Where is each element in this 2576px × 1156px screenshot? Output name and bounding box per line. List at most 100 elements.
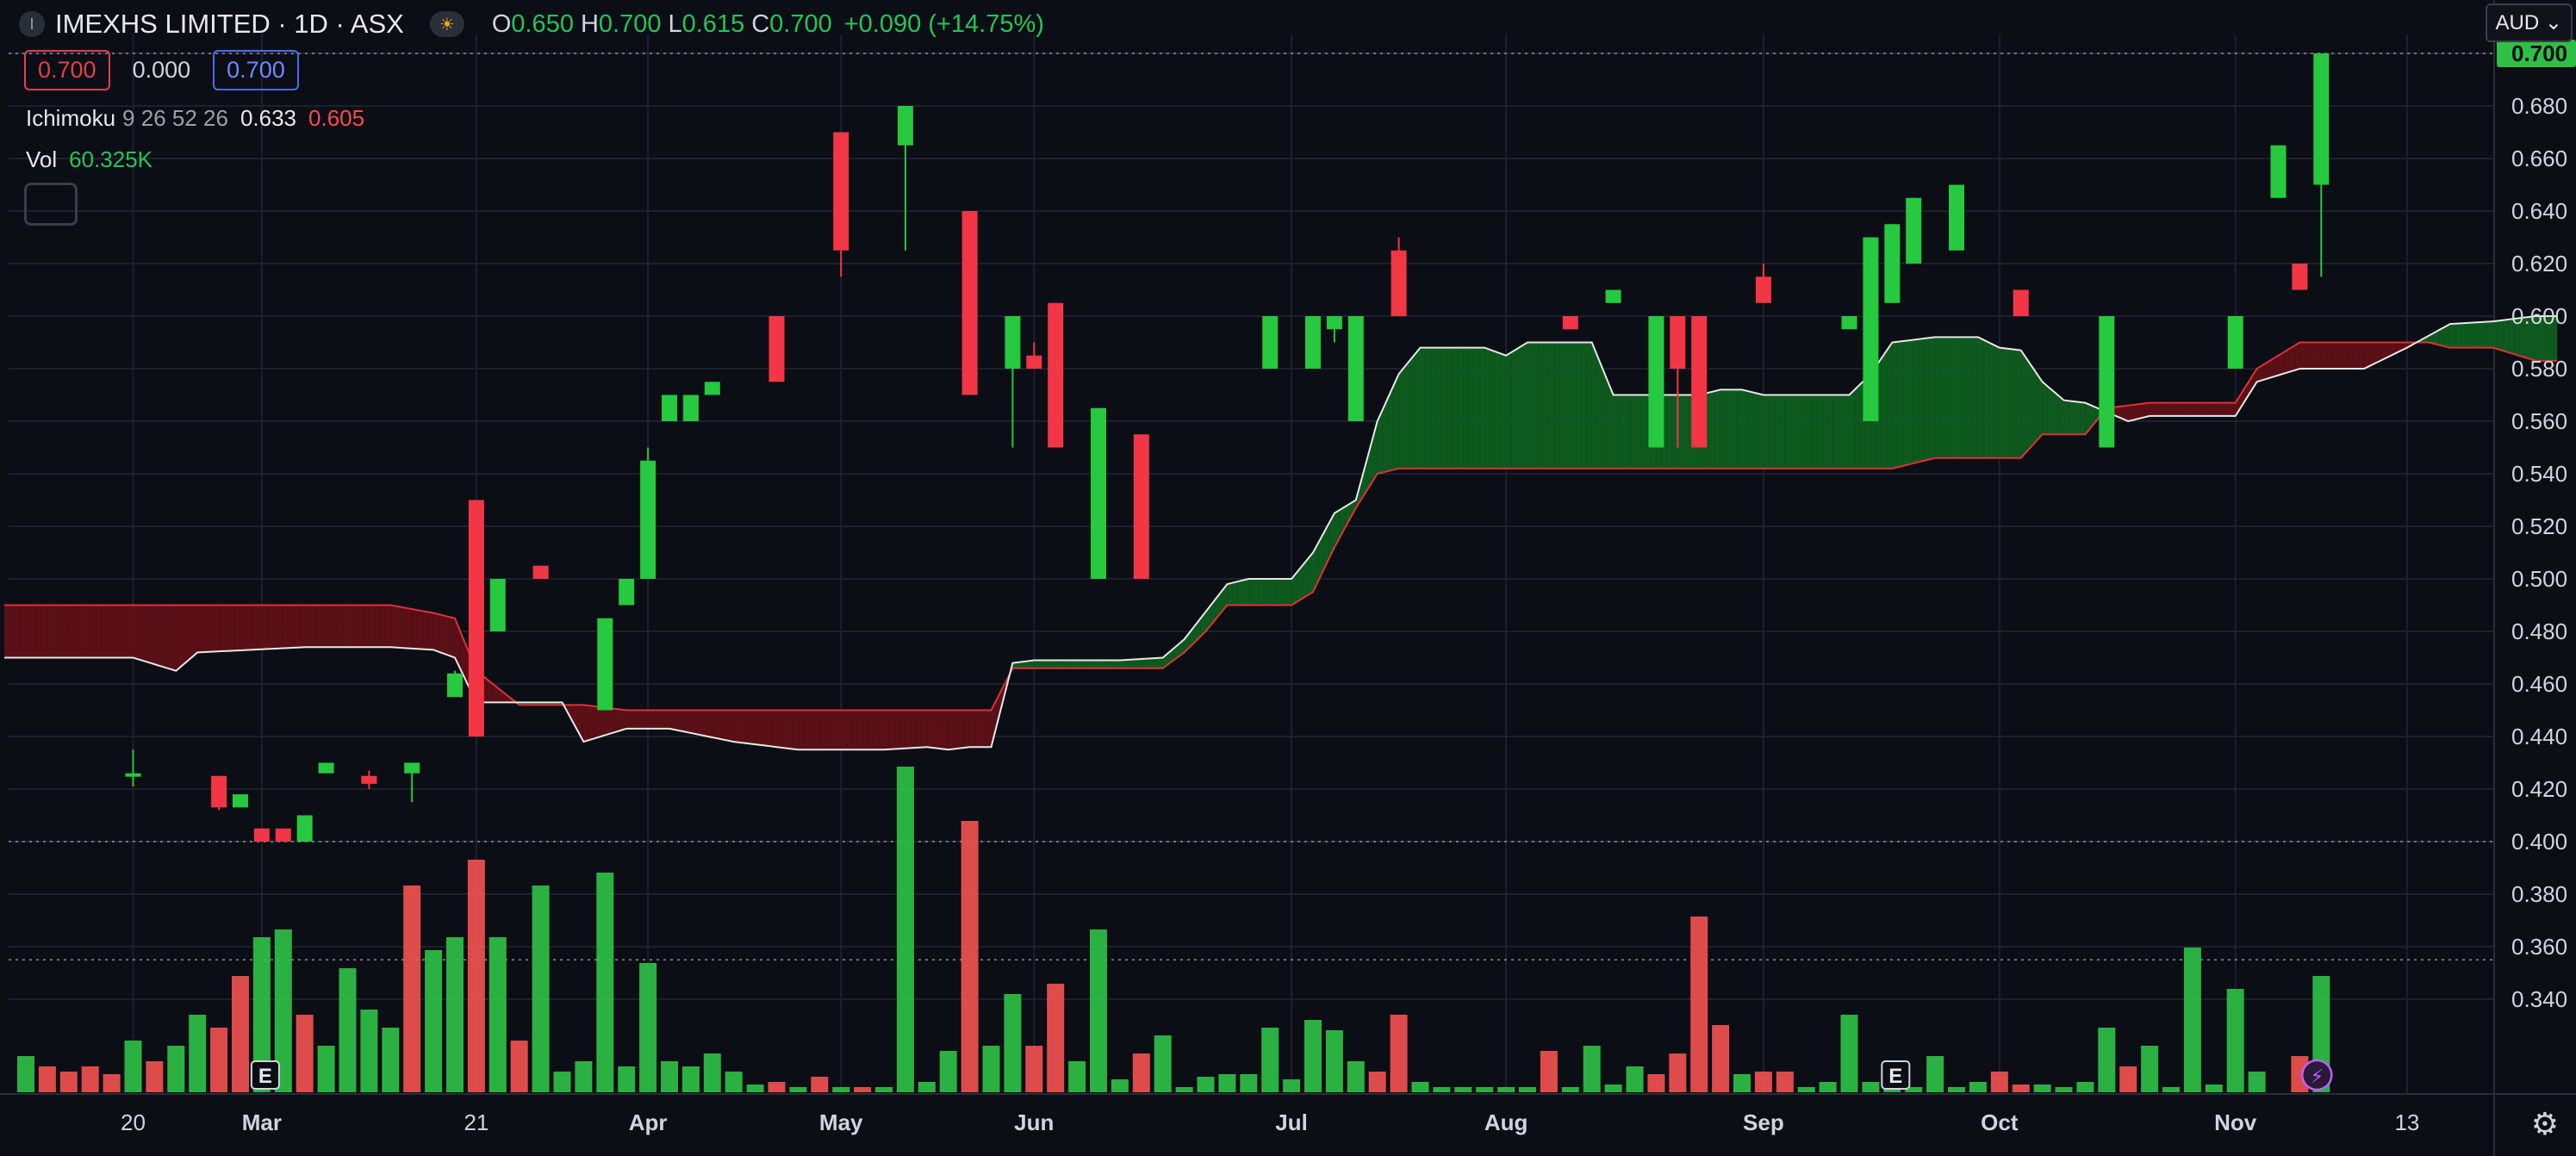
- candle-body: [275, 828, 291, 842]
- volume-bar: [1175, 1087, 1193, 1092]
- cloud-fill-segment: [492, 683, 498, 703]
- cloud-fill-segment: [1596, 355, 1603, 469]
- cloud-fill-segment: [873, 710, 879, 750]
- volume-bar: [1819, 1082, 1837, 1092]
- cloud-fill-segment: [953, 710, 960, 749]
- cloud-fill-segment: [1709, 390, 1715, 469]
- cloud-fill-segment: [2165, 402, 2171, 416]
- cloud-fill-segment: [1832, 395, 1839, 469]
- cloud-fill-segment: [176, 605, 182, 671]
- market-status-icon[interactable]: ☀: [429, 11, 464, 37]
- cloud-fill-segment: [605, 707, 611, 736]
- volume-legend[interactable]: Vol 60.325K: [26, 146, 152, 173]
- volume-bar: [1476, 1087, 1494, 1092]
- price-tick-label: 0.340: [2511, 986, 2567, 1012]
- cloud-fill-segment: [1677, 395, 1683, 469]
- cloud-fill-segment: [1087, 660, 1093, 668]
- time-tick-label: Apr: [629, 1109, 668, 1135]
- span-a-line: [4, 315, 2558, 751]
- cloud-fill-segment: [1092, 660, 1098, 668]
- volume-bar: [146, 1061, 164, 1092]
- price-tick-label: 0.480: [2511, 618, 2567, 644]
- cloud-fill-segment: [1528, 342, 1534, 469]
- cloud-fill-segment: [1130, 659, 1136, 668]
- currency-selector[interactable]: AUD ⌄: [2485, 3, 2573, 42]
- cloud-fill-segment: [1420, 347, 1426, 469]
- cloud-fill-segment: [1216, 591, 1223, 618]
- buy-button[interactable]: 0.700: [213, 50, 299, 90]
- cloud-fill-segment: [675, 710, 681, 731]
- cloud-fill-segment: [342, 605, 348, 648]
- cloud-fill-segment: [862, 710, 868, 750]
- cloud-fill-segment: [122, 605, 128, 658]
- cloud-fill-segment: [1254, 579, 1260, 606]
- volume-bar: [339, 968, 357, 1092]
- cloud-fill-segment: [53, 605, 59, 658]
- cloud-fill-segment: [1082, 660, 1088, 668]
- cloud-fill-segment: [326, 605, 332, 648]
- volume-bar: [1304, 1020, 1322, 1092]
- cloud-fill-segment: [851, 710, 857, 750]
- candle-body: [1906, 197, 1922, 264]
- cloud-fill-segment: [653, 710, 659, 729]
- cloud-fill-segment: [2455, 323, 2461, 348]
- cloud-fill-segment: [706, 710, 712, 738]
- cloud-fill-segment: [1811, 395, 1818, 469]
- cloud-fill-segment: [47, 605, 53, 658]
- cloud-fill-segment: [90, 605, 96, 658]
- cloud-fill-segment: [2466, 322, 2472, 348]
- price-tick-label: 0.360: [2511, 934, 2567, 960]
- cloud-fill-segment: [2122, 405, 2129, 421]
- cloud-fill-segment: [1478, 347, 1485, 469]
- candle-body: [961, 211, 978, 395]
- cloud-fill-segment: [2310, 342, 2317, 369]
- symbol-title[interactable]: IMEXHS LIMITED · 1D · ASX: [55, 9, 404, 39]
- cloud-fill-segment: [1533, 342, 1539, 469]
- price-tick-label: 0.400: [2511, 829, 2567, 855]
- volume-bar: [425, 950, 443, 1092]
- volume-bar: [1132, 1053, 1150, 1092]
- cloud-fill-segment: [1806, 395, 1812, 469]
- cloud-fill-segment: [2353, 342, 2359, 369]
- cloud-fill-segment: [766, 710, 772, 747]
- cloud-fill-segment: [1511, 349, 1517, 469]
- cloud-fill-segment: [2530, 316, 2536, 361]
- price-tick-label: 0.460: [2511, 671, 2567, 697]
- earnings-marker: [1881, 1060, 1911, 1090]
- candle-body: [361, 775, 377, 784]
- volume-bar: [768, 1082, 786, 1092]
- candle-body: [2013, 289, 2029, 316]
- cloud-fill-segment: [2005, 348, 2011, 458]
- volume-bar: [1111, 1079, 1129, 1092]
- volume-bar: [81, 1066, 99, 1092]
- cloud-fill-segment: [2321, 342, 2327, 369]
- candle-body: [1863, 237, 1879, 421]
- cloud-fill-segment: [1264, 579, 1271, 606]
- cloud-fill-segment: [1398, 367, 1404, 469]
- price-axis[interactable]: 0.700 0.680 0.660 0.640 0.620 0.600 0.580 0.560…: [2497, 40, 2576, 1012]
- sell-button[interactable]: 0.700: [24, 50, 110, 90]
- cloud-fill-segment: [2203, 402, 2209, 416]
- volume-bar: [1540, 1051, 1558, 1092]
- volume-bar: [1647, 1074, 1665, 1092]
- symbol-icon[interactable]: I: [19, 11, 45, 37]
- cloud-fill-segment: [2181, 402, 2187, 416]
- ichimoku-value-2: 0.605: [308, 105, 365, 131]
- cloud-fill-segment: [352, 605, 358, 648]
- candle-body: [1391, 250, 1407, 316]
- volume-bar: [1068, 1061, 1086, 1092]
- settings-gear-icon[interactable]: ⚙: [2530, 1106, 2559, 1141]
- cloud-fill-segment: [1484, 347, 1490, 469]
- cloud-fill-segment: [2085, 402, 2091, 435]
- candle-body: [468, 500, 484, 736]
- cloud-fill-segment: [36, 605, 42, 658]
- cloud-fill-segment: [1774, 395, 1780, 469]
- cloud-fill-segment: [776, 710, 782, 748]
- volume-bar: [1926, 1056, 1944, 1092]
- ichimoku-legend[interactable]: Ichimoku 9 26 52 26 0.633 0.605: [26, 105, 364, 132]
- volume-bar: [210, 1028, 228, 1092]
- time-axis[interactable]: 20 Mar 21 Apr May Jun Jul Aug Sep Oct Nov 13: [121, 1109, 2419, 1135]
- cloud-fill-segment: [1017, 662, 1024, 668]
- volume-bar: [1261, 1028, 1279, 1092]
